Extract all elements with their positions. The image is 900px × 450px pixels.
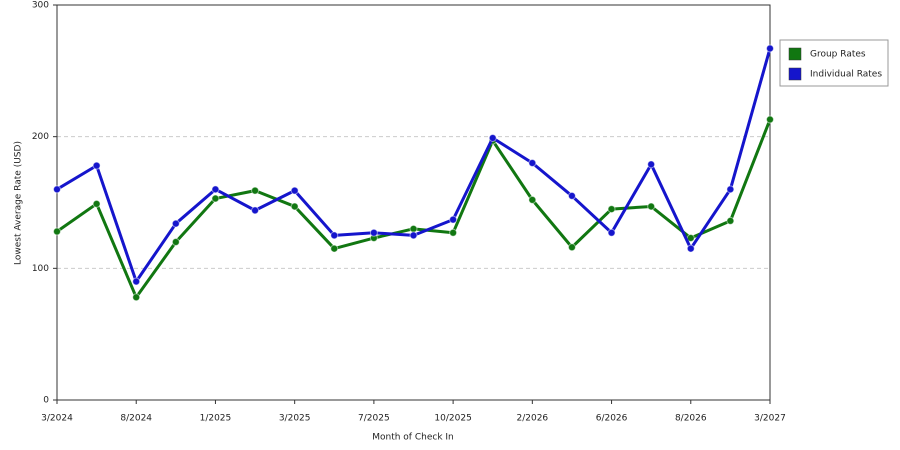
- x-tick-label: 8/2026: [675, 414, 707, 424]
- data-point: [409, 224, 418, 233]
- data-point: [686, 244, 695, 253]
- data-point: [726, 185, 735, 194]
- data-point: [53, 185, 61, 194]
- data-point: [647, 160, 656, 169]
- data-point: [647, 202, 656, 211]
- data-point: [211, 185, 220, 194]
- data-point: [528, 159, 537, 167]
- data-point: [567, 243, 576, 252]
- x-axis-label: Month of Check In: [372, 433, 454, 443]
- data-point: [132, 293, 141, 302]
- plot-frame: [56, 4, 771, 401]
- y-tick-label: 100: [32, 264, 49, 274]
- series-line: [56, 48, 772, 283]
- data-point: [449, 215, 458, 224]
- data-point: [330, 231, 339, 240]
- x-tick-label: 1/2025: [200, 414, 232, 424]
- data-point: [251, 206, 260, 215]
- x-tick-label: 10/2025: [434, 414, 471, 424]
- x-tick-label: 3/2024: [41, 414, 73, 424]
- data-point: [567, 191, 576, 200]
- data-point: [92, 161, 101, 170]
- series-line: [56, 119, 772, 299]
- y-tick-label: 300: [32, 1, 49, 11]
- x-tick-label: 3/2027: [754, 414, 786, 424]
- legend-swatch: [788, 47, 802, 61]
- data-point: [330, 244, 339, 253]
- data-point: [171, 219, 180, 228]
- data-point: [766, 115, 774, 124]
- data-point: [251, 186, 260, 195]
- data-point: [726, 216, 735, 225]
- data-point: [53, 227, 61, 236]
- legend-label: Group Rates: [810, 50, 866, 60]
- data-point: [211, 194, 220, 203]
- y-axis-label: Lowest Average Rate (USD): [14, 141, 24, 265]
- data-point: [409, 231, 418, 240]
- data-point: [766, 44, 774, 53]
- data-point: [369, 228, 378, 237]
- x-tick-label: 3/2025: [279, 414, 311, 424]
- y-tick-label: 0: [43, 396, 49, 406]
- legend-swatch: [788, 67, 802, 81]
- y-tick-label: 200: [32, 132, 49, 142]
- x-tick-label: 2/2026: [516, 414, 548, 424]
- data-point: [290, 186, 299, 195]
- data-point: [607, 205, 616, 214]
- x-tick-label: 6/2026: [596, 414, 628, 424]
- data-point: [132, 277, 141, 286]
- x-tick-label: 8/2024: [120, 414, 152, 424]
- data-point: [171, 238, 180, 246]
- data-point: [290, 202, 299, 211]
- data-point: [488, 133, 497, 142]
- x-tick-label: 7/2025: [358, 414, 390, 424]
- data-point: [92, 199, 101, 208]
- data-point: [528, 195, 537, 204]
- legend-label: Individual Rates: [810, 70, 882, 80]
- data-point: [449, 228, 458, 237]
- data-point: [607, 228, 616, 237]
